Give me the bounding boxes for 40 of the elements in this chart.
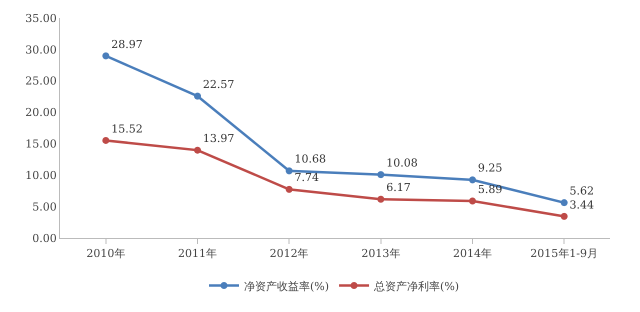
data-label: 5.62: [570, 184, 594, 198]
x-tick-label: 2013年: [361, 247, 400, 260]
point: [194, 146, 201, 154]
data-label: 28.97: [111, 38, 143, 51]
y-tick-label: 35.00: [25, 12, 57, 25]
y-tick-label: 10.00: [25, 168, 57, 182]
point: [102, 136, 110, 144]
x-tick-label: 2012年: [270, 247, 309, 260]
y-tick-label: 0.00: [32, 232, 57, 245]
point: [469, 176, 476, 184]
data-label: 5.89: [478, 182, 502, 196]
point: [102, 52, 110, 60]
x-tick-label: 2014年: [453, 247, 492, 260]
y-tick-label: 5.00: [32, 200, 57, 214]
data-label: 10.08: [386, 156, 418, 170]
point: [469, 197, 476, 204]
legend-label: 总资产净利率(%): [373, 280, 460, 293]
point: [194, 92, 201, 100]
x-tick-label: 2010年: [86, 247, 126, 260]
x-tick-label: 2015年1-9月: [530, 247, 598, 260]
legend-label: 净资产收益率(%): [244, 280, 330, 293]
data-label: 13.97: [202, 132, 234, 146]
point: [286, 167, 293, 174]
data-label: 9.25: [478, 162, 502, 175]
data-label: 10.68: [294, 152, 326, 166]
y-tick-label: 20.00: [25, 106, 57, 120]
point: [560, 212, 568, 220]
data-label: 15.52: [111, 122, 143, 136]
data-label: 3.44: [570, 198, 594, 212]
x-tick-label: 2011年: [178, 247, 217, 260]
y-tick-label: 25.00: [25, 74, 57, 88]
data-label: 6.17: [386, 181, 411, 194]
data-label: 22.57: [202, 78, 234, 92]
point: [286, 186, 293, 193]
point: [377, 196, 384, 203]
point: [560, 199, 568, 206]
data-label: 7.74: [294, 171, 320, 184]
y-tick-label: 15.00: [25, 138, 57, 151]
y-tick-label: 30.00: [25, 43, 57, 56]
point: [377, 171, 384, 178]
